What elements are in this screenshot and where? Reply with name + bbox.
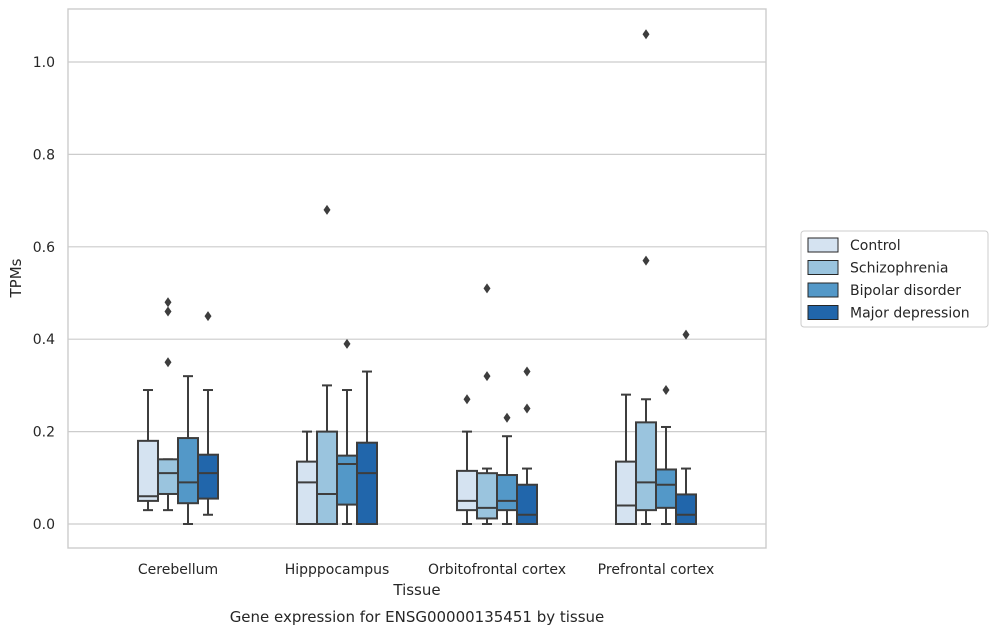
- box-control: [296, 430, 318, 526]
- y-tick-label: 0.6: [33, 240, 55, 256]
- box-body: [137, 439, 159, 502]
- box-schizophrenia: [316, 204, 338, 526]
- outlier-point: [164, 357, 172, 368]
- box-body: [197, 453, 219, 500]
- box-control: [615, 393, 637, 526]
- box-schizophrenia: [635, 29, 657, 525]
- box-body: [516, 483, 538, 526]
- outlier-point: [323, 204, 331, 215]
- outlier-point: [463, 394, 471, 405]
- legend-swatch: [807, 237, 839, 253]
- box-body: [476, 472, 498, 520]
- x-tick-label: Prefrontal cortex: [598, 562, 715, 578]
- outlier-point: [523, 403, 531, 414]
- y-tick-label: 0.2: [33, 425, 55, 441]
- outlier-point: [483, 283, 491, 294]
- outlier-point: [662, 385, 670, 396]
- box-body: [157, 458, 179, 495]
- plot-frame: [67, 8, 767, 549]
- box-body: [456, 469, 478, 512]
- box-body: [356, 441, 378, 525]
- box-major-depression: [675, 329, 697, 526]
- outlier-point: [523, 366, 531, 377]
- x-tick-label: Cerebellum: [138, 562, 218, 578]
- y-axis-label: TPMs: [7, 258, 25, 298]
- outlier-point: [164, 306, 172, 317]
- chart-caption: Gene expression for ENSG00000135451 by t…: [230, 608, 605, 626]
- legend-frame: [800, 230, 989, 328]
- outlier-point: [642, 255, 650, 266]
- box-major-depression: [356, 370, 378, 525]
- x-tick-label: Hipppocampus: [285, 562, 390, 578]
- y-tick-label: 1.0: [33, 55, 55, 71]
- box-body: [635, 421, 657, 512]
- box-body: [316, 430, 338, 526]
- legend-swatch: [807, 305, 839, 320]
- box-control: [456, 394, 478, 525]
- outlier-point: [483, 371, 491, 382]
- y-tick-label: 0.4: [33, 332, 55, 348]
- legend-label: Bipolar disorder: [850, 283, 961, 299]
- box-bipolar-disorder: [655, 385, 677, 525]
- box-major-depression: [197, 311, 219, 516]
- box-body: [655, 468, 677, 509]
- y-tick-labels: 0.0 0.2 0.4 0.6 0.8 1.0: [33, 55, 55, 533]
- outlier-point: [164, 297, 172, 308]
- box-bipolar-disorder: [496, 412, 518, 525]
- grid-lines: [68, 61, 766, 525]
- y-tick-label: 0.0: [33, 517, 55, 533]
- y-tick-label: 0.8: [33, 147, 55, 163]
- box-major-depression: [516, 366, 538, 526]
- box-schizophrenia: [476, 283, 498, 525]
- x-tick-labels: Cerebellum Hipppocampus Orbitofrontal cort…: [138, 562, 714, 578]
- box-body: [496, 474, 518, 512]
- outlier-point: [343, 338, 351, 349]
- x-axis-label: Tissue: [392, 581, 440, 599]
- legend-label: Control: [850, 238, 901, 254]
- legend-label: Major depression: [850, 306, 970, 322]
- legend-swatch: [807, 282, 839, 298]
- outlier-point: [503, 412, 511, 423]
- outlier-point: [642, 29, 650, 40]
- box-body: [177, 437, 199, 505]
- legend-label: Schizophrenia: [850, 261, 948, 277]
- legend: Control Schizophrenia Bipolar disorder Majo…: [800, 230, 989, 328]
- box-plot-marks: [137, 29, 697, 526]
- outlier-point: [204, 311, 212, 322]
- outlier-point: [682, 329, 690, 340]
- box-schizophrenia: [157, 297, 179, 512]
- box-bipolar-disorder: [177, 375, 199, 525]
- x-tick-label: Orbitofrontal cortex: [428, 562, 566, 578]
- legend-swatch: [807, 260, 839, 275]
- box-control: [137, 389, 159, 512]
- box-body: [675, 493, 697, 526]
- box-body: [615, 460, 637, 526]
- box-body: [296, 460, 318, 526]
- box-bipolar-disorder: [336, 338, 358, 525]
